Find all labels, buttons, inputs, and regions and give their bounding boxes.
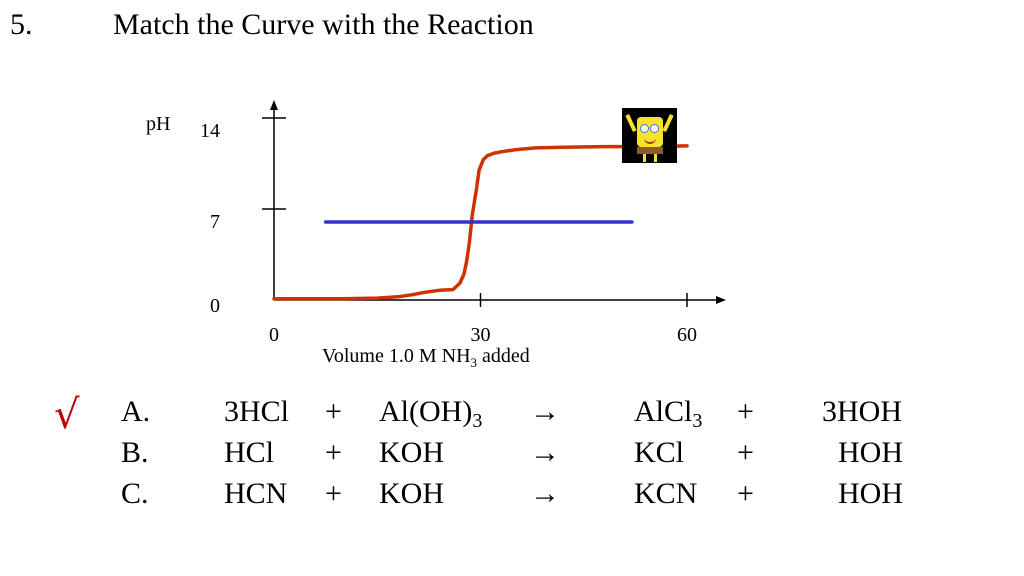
plus-sign: + [737,395,754,428]
product-water: HOH [838,477,903,510]
x-axis-title: Volume 1.0 M NH3 added [322,345,530,370]
x-tick-label: 30 [471,324,491,346]
mascot-right-leg [654,154,657,162]
product-water: HOH [838,436,903,469]
chart-ticks: 0 30 60 0 7 14 [200,117,697,346]
reactant-2: Al(OH)3 [379,395,483,432]
x-axis-arrow [716,296,726,304]
reactant-1: 3HCl [224,395,290,428]
product-salt: AlCl3 [634,395,703,432]
x-tick-label: 0 [269,324,279,346]
y-axis-arrow [270,100,278,110]
reaction-arrow: → [530,477,560,510]
reactant-1: HCN [224,477,288,510]
reactant-2: KOH [379,436,444,469]
y-tick-label: 14 [200,120,220,142]
plus-sign: + [737,436,754,469]
product-salt: KCN [634,477,698,510]
question-title: Match the Curve with the Reaction [113,8,534,41]
reaction-arrow: → [530,436,560,469]
chart-series [272,144,689,301]
product-salt: KCl [634,436,685,469]
x-tick-label: 60 [677,324,697,346]
plus-sign: + [325,395,342,428]
reactant-1: HCl [224,436,275,469]
mascot-left-arm [625,113,637,133]
mascot-right-arm [662,113,674,133]
reactant-2: KOH [379,477,444,510]
mascot-right-eye [650,124,659,133]
reaction-arrow: → [530,395,560,428]
plus-sign: + [325,436,342,469]
reaction-letter: B. [121,436,149,469]
reaction-letter: C. [121,477,149,510]
correct-answer-check: √ [54,392,80,438]
titration-curve [272,144,689,301]
mascot-left-leg [643,154,646,162]
mascot-mouth [644,137,656,144]
mascot-pants [637,147,663,154]
product-water: 3HOH [822,395,902,428]
y-tick-label: 0 [210,295,220,317]
reaction-letter: A. [121,395,151,428]
plus-sign: + [325,477,342,510]
plus-sign: + [737,477,754,510]
mascot-left-eye [640,124,649,133]
y-tick-label: 7 [210,211,220,233]
question-number: 5. [10,8,33,41]
spongebob-image [622,108,677,163]
y-axis-title: pH [146,113,170,135]
